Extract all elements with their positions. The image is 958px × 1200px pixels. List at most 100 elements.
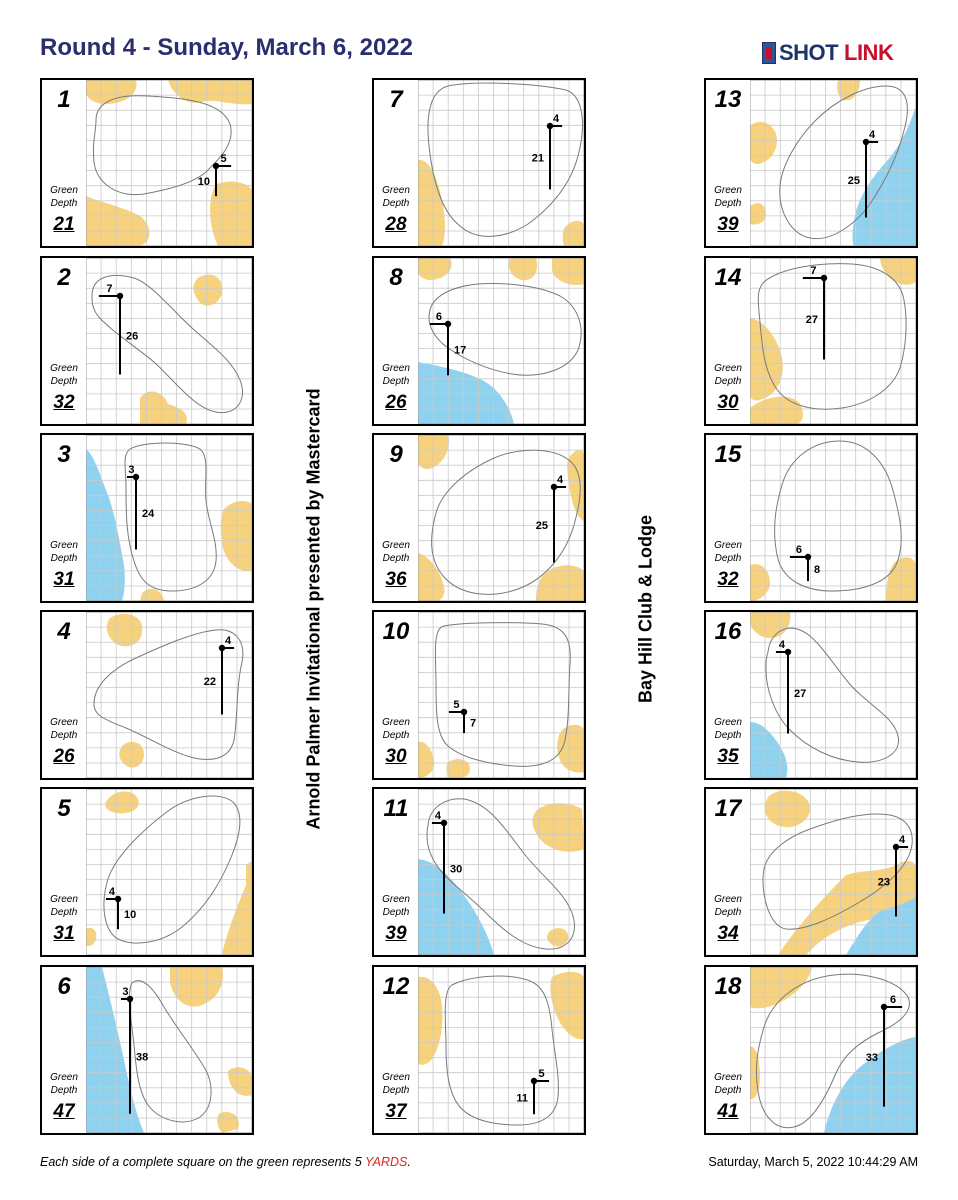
hole-info: 9 Green Depth 36 [374,435,418,601]
green-map: 7 27 [750,258,916,424]
green-map: 68 [750,435,916,601]
pin-depth-label: 22 [204,676,216,688]
pin-side-offset-label: 4 [779,639,786,651]
green-depth-label: Green Depth [50,540,78,564]
shotlink-logo: SHOT LINK [762,40,918,70]
green-depth-label: Green Depth [50,185,78,209]
pin-location-marker [530,1077,538,1085]
green-outline [93,629,244,760]
green-outline [92,95,232,196]
green-depth-label: Green Depth [382,1072,410,1096]
pin-depth-label: 17 [454,345,466,357]
pin-depth-label: 25 [848,175,860,187]
green-depth-label: Green Depth [714,540,742,564]
green-depth-value: 35 [717,746,739,767]
hole-number: 10 [382,618,410,645]
green-map: 4 10 [86,789,252,955]
yard-grid [418,612,584,778]
hole-number: 17 [714,795,742,822]
green-outline [774,440,902,592]
pin-side-offset-label: 5 [453,699,459,711]
green-depth-value: 36 [385,569,407,590]
pin-location-marker [892,843,900,851]
bunker [418,976,443,1065]
green-outline [765,627,899,763]
yard-grid [418,435,584,601]
bunker [217,1111,239,1133]
green-depth-label: Green Depth [382,540,410,564]
green-map: 4 23 [750,789,916,955]
hole-15-pin-sheet: 15 Green Depth 32 6 8 [704,433,918,603]
bunker [750,396,803,424]
page-title: Round 4 - Sunday, March 6, 2022 [40,34,413,61]
pin-location-marker [444,320,452,328]
pin-depth-label: 7 [470,718,476,730]
footnote-suffix: . [407,1155,411,1169]
yard-grid [750,258,916,424]
yard-grid [750,80,916,246]
bunker [567,449,584,521]
pin-location-marker [784,648,792,656]
hole-3-pin-sheet: 3 Green Depth 31 3 24 [40,433,254,603]
pin-side-offset-label: 6 [796,544,802,556]
yard-grid [750,967,916,1133]
bunker [140,391,187,424]
green-depth-label: Green Depth [714,717,742,741]
pin-depth-label: 38 [136,1051,148,1063]
water-hazard [86,449,125,601]
hole-number: 6 [57,973,71,1000]
yard-grid [86,967,252,1133]
hole-info: 2 Green Depth 32 [42,258,86,424]
pin-location-marker [212,162,220,170]
green-outline [128,980,212,1123]
hole-13-pin-sheet: 13 Green Depth 39 4 25 [704,78,918,248]
pin-side-offset-label: 4 [435,810,442,822]
green-depth-value: 26 [53,746,75,767]
pin-depth-label: 8 [814,564,820,576]
hole-12-pin-sheet: 12 Green Depth 37 5 11 [372,965,586,1135]
tournament-title: Arnold Palmer Invitational presented by … [303,388,324,830]
bunker [764,790,811,828]
green-depth-label: Green Depth [714,363,742,387]
bunker [170,967,224,1007]
green-depth-value: 37 [385,1101,407,1122]
green-depth-label: Green Depth [714,1072,742,1096]
hole-4-pin-sheet: 4 Green Depth 26 4 22 [40,610,254,780]
logo-text-link: LINK [844,40,894,65]
hole-1-pin-sheet: 1 Green Depth 21 5 10 [40,78,254,248]
hole-info: 17 Green Depth 34 [706,789,750,955]
pin-location-marker [804,553,812,561]
hole-9-pin-sheet: 9 Green Depth 36 4 25 [372,433,586,603]
water-hazard [86,967,144,1133]
hole-number: 3 [57,441,71,468]
pin-side-offset-label: 3 [128,464,134,476]
green-map: 3 38 [86,967,252,1133]
yard-grid [86,80,252,246]
yard-grid [418,967,584,1133]
hole-info: 7 Green Depth 28 [374,80,418,246]
green-map: 6 17 [418,258,584,424]
bunker [106,613,143,647]
hole-6-pin-sheet: 6 Green Depth 47 3 38 [40,965,254,1135]
bunker [532,803,584,852]
yard-grid [750,435,916,601]
green-depth-value: 30 [385,746,407,767]
hole-number: 18 [714,973,742,1000]
pin-location-marker [460,708,468,716]
bunker [446,759,470,778]
pin-side-offset-label: 4 [899,834,906,846]
pin-side-offset-label: 6 [436,311,442,323]
green-outline [428,283,582,376]
green-depth-value: 30 [717,392,739,413]
hole-16-pin-sheet: 16 Green Depth 35 4 27 [704,610,918,780]
hole-number: 11 [383,795,409,822]
hole-number: 13 [714,86,742,113]
water-hazard [418,362,514,424]
green-depth-value: 31 [53,923,75,944]
course-name: Bay Hill Club & Lodge [635,514,656,704]
green-outline [762,813,913,930]
green-depth-label: Green Depth [382,717,410,741]
green-depth-value: 26 [385,392,407,413]
green-depth-value: 39 [385,923,407,944]
hole-number: 9 [389,441,403,468]
